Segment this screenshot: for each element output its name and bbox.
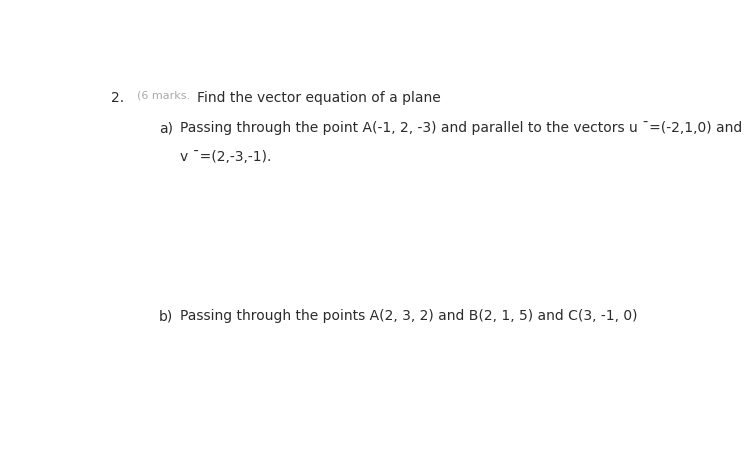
Text: 2.: 2.	[111, 91, 124, 105]
Text: Find the vector equation of a plane: Find the vector equation of a plane	[197, 91, 440, 105]
Text: a): a)	[159, 121, 172, 135]
Text: b): b)	[159, 309, 173, 323]
Text: (6 marks.: (6 marks.	[137, 91, 190, 100]
Text: v ¯=(2,-3,-1).: v ¯=(2,-3,-1).	[180, 150, 271, 164]
Text: Passing through the points A(2, 3, 2) and B(2, 1, 5) and C(3, -1, 0): Passing through the points A(2, 3, 2) an…	[180, 309, 637, 323]
Text: Passing through the point A(-1, 2, -3) and parallel to the vectors u ¯=(-2,1,0) : Passing through the point A(-1, 2, -3) a…	[180, 121, 742, 135]
